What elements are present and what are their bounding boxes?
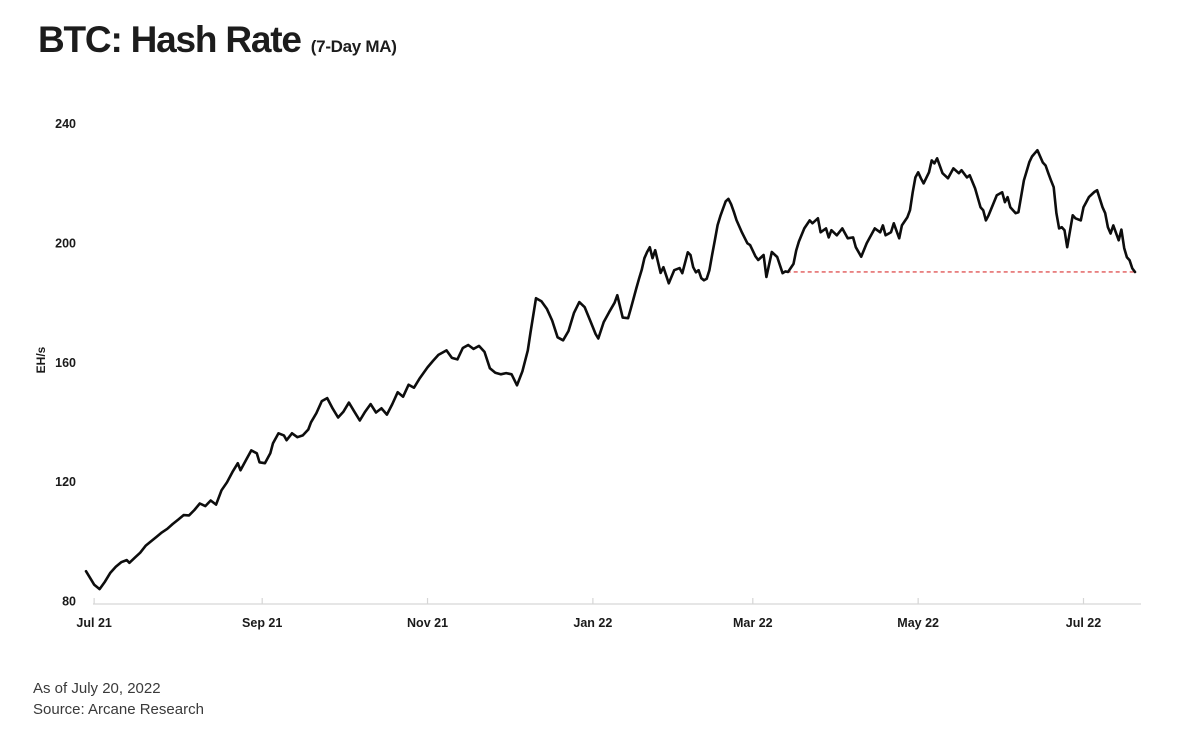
y-axis-label: 160 [55, 356, 76, 370]
hash-rate-line [84, 148, 1137, 591]
x-axis-label: Sep 21 [242, 616, 282, 630]
y-axis-label: 240 [55, 117, 76, 131]
page-title: BTC: Hash Rate [38, 19, 302, 60]
y-axis-label: 80 [62, 595, 76, 609]
y-axis-label: 120 [55, 475, 76, 489]
chart-header: BTC: Hash Rate (7-Day MA) [38, 19, 397, 61]
chart-footer: As of July 20, 2022 Source: Arcane Resea… [33, 678, 204, 720]
y-axis-label: 200 [55, 237, 76, 251]
x-axis-label: Jul 22 [1066, 616, 1101, 630]
x-axis-label: Nov 21 [407, 616, 448, 630]
as-of-date: As of July 20, 2022 [33, 680, 161, 697]
x-axis-label: Mar 22 [733, 616, 773, 630]
x-axis-label: Jan 22 [573, 616, 612, 630]
x-axis-label: Jul 21 [76, 616, 111, 630]
source-credit: Source: Arcane Research [33, 701, 204, 718]
x-axis-label: May 22 [897, 616, 939, 630]
page-title-suffix: (7-Day MA) [310, 37, 397, 56]
